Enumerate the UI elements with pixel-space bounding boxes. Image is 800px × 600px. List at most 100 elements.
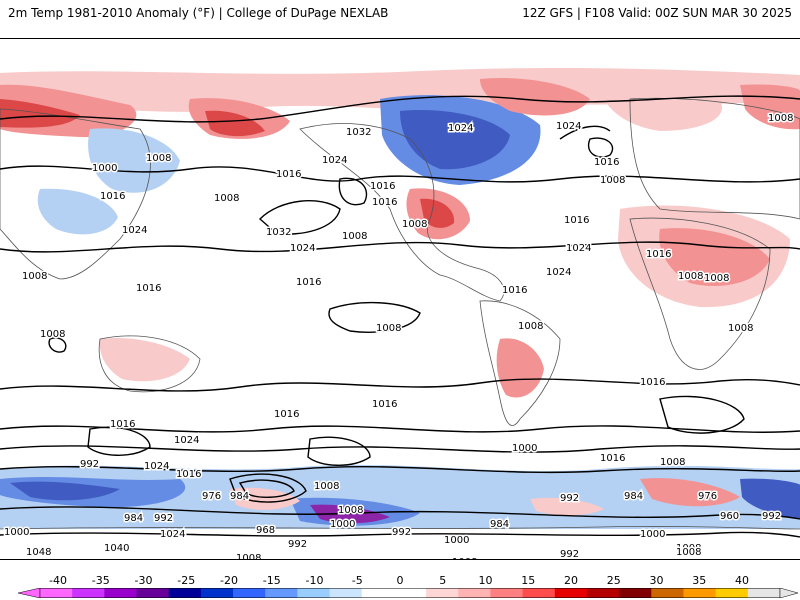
isobar-label: 1016 <box>646 249 671 260</box>
isobar-label: 1008 <box>728 323 753 334</box>
colorbar-tick-label: -35 <box>91 574 110 587</box>
colorbar-segment <box>72 588 105 598</box>
header: 2m Temp 1981-2010 Anomaly (°F) | College… <box>0 0 800 38</box>
map-title: 2m Temp 1981-2010 Anomaly (°F) | College… <box>8 6 389 20</box>
isobar-label: 984 <box>624 491 643 502</box>
isobar-label: 976 <box>698 491 717 502</box>
isobar-label: 992 <box>560 549 579 560</box>
colorbar-tick-label: 35 <box>692 574 707 587</box>
isobar-label: 1000 <box>330 519 355 530</box>
isobar-label: 1000 <box>444 535 469 546</box>
colorbar-gradient <box>17 588 799 598</box>
isobar-label: 1008 <box>452 557 477 560</box>
isobar-label: 1016 <box>640 377 665 388</box>
isobar-label: 1008 <box>342 231 367 242</box>
isobar-label: 1000 <box>640 529 665 540</box>
isobar-label: 1008 <box>22 271 47 282</box>
isobar-contours <box>0 95 800 538</box>
isobar-label: 1016 <box>372 197 397 208</box>
isobar-label: 1024 <box>556 121 581 132</box>
isobar-label: 1024 <box>566 243 591 254</box>
isobar-label: 1024 <box>448 123 473 134</box>
colorbar-segment <box>619 588 652 598</box>
isobar-label: 1024 <box>546 267 571 278</box>
isobar-label: 1008 <box>402 219 427 230</box>
isobar-label: 1016 <box>502 285 527 296</box>
colorbar-segment <box>458 588 491 598</box>
isobar-label: 1008 <box>214 193 239 204</box>
colorbar-max-arrow <box>779 588 799 598</box>
colorbar-tick-label: -15 <box>262 574 281 587</box>
isobar-label: 1008 <box>314 481 339 492</box>
isobar-label: 992 <box>560 493 579 504</box>
colorbar: -40 -35 -30 -25 -20 -15 -10 -5 0 5 10 15 20 25 30 35 40 <box>0 566 800 600</box>
isobar-label: 1000 <box>4 527 29 538</box>
colorbar-segment <box>168 588 202 598</box>
colorbar-tick-label: -30 <box>134 574 153 587</box>
colorbar-segment <box>233 588 266 598</box>
colorbar-segment <box>490 588 524 598</box>
isobar-label: 992 <box>154 513 173 524</box>
isobar-label: 1016 <box>372 399 397 410</box>
isobar-label: 1040 <box>104 543 129 554</box>
isobar-label: 992 <box>762 511 781 522</box>
isobar-label: 984 <box>124 513 143 524</box>
colorbar-tick-label: -10 <box>305 574 324 587</box>
colorbar-tick-label: -25 <box>177 574 196 587</box>
colorbar-tick-label: 20 <box>564 574 578 587</box>
colorbar-tick-label: 0 <box>396 574 404 587</box>
isobar-label: 1024 <box>290 243 315 254</box>
isobar-label: 960 <box>720 511 739 522</box>
isobar-label: 1008 <box>338 505 363 516</box>
colorbar-tick-label: -20 <box>220 574 238 587</box>
colorbar-segment <box>40 588 73 598</box>
isobar-label: 984 <box>490 519 509 530</box>
colorbar-min-arrow <box>17 588 41 598</box>
isobar-label: 1016 <box>176 469 201 480</box>
colorbar-tick-label: 15 <box>521 574 536 587</box>
colorbar-tick-label: 10 <box>478 574 493 587</box>
map-panel: 1032 1024 1024 1008 1000 1008 1016 1016 … <box>0 38 800 560</box>
isobar-label: 1008 <box>768 113 793 124</box>
colorbar-ticks: -40 -35 -30 -25 -20 -15 -10 -5 0 5 10 15 20 25 30 35 40 <box>0 574 800 588</box>
colorbar-tick-label: 40 <box>735 574 749 587</box>
colorbar-segment <box>104 588 138 598</box>
isobar-label: 1008 <box>376 323 401 334</box>
isobar-label: 992 <box>288 539 307 550</box>
colorbar-segment <box>297 588 331 598</box>
isobar-label: 1024 <box>160 529 185 540</box>
isobar-label: 1016 <box>100 191 125 202</box>
isobar-label: 1016 <box>564 215 589 226</box>
isobar-label: 1016 <box>296 277 321 288</box>
isobar-label: 1024 <box>322 155 347 166</box>
colorbar-segment <box>683 588 717 598</box>
colorbar-segment <box>747 588 781 598</box>
colorbar-segment <box>651 588 684 598</box>
anomaly-fields <box>0 68 800 529</box>
isobar-label: 1016 <box>136 283 161 294</box>
isobar-label: 1000 <box>512 443 537 454</box>
isobar-label: 1000 <box>92 163 117 174</box>
isobar-label: 1008 <box>676 547 701 558</box>
colorbar-segment <box>586 588 620 598</box>
isobar-label: 992 <box>392 527 411 538</box>
colorbar-segment <box>265 588 298 598</box>
isobar-label: 1048 <box>26 547 51 558</box>
colorbar-segment <box>554 588 588 598</box>
colorbar-segment <box>329 588 363 598</box>
colorbar-segment <box>715 588 749 598</box>
isobar-label: 976 <box>202 491 221 502</box>
isobar-label: 1008 <box>704 273 729 284</box>
colorbar-tick-label: -5 <box>351 574 363 587</box>
isobar-label: 1008 <box>678 271 703 282</box>
isobar-label: 1008 <box>236 553 261 560</box>
isobar-label: 1024 <box>122 225 147 236</box>
isobar-label: 1016 <box>370 181 395 192</box>
isobar-label: 1008 <box>40 329 65 340</box>
colorbar-segment <box>426 588 459 598</box>
isobar-label: 1016 <box>276 169 301 180</box>
colorbar-segment <box>136 588 170 598</box>
colorbar-segment <box>361 588 395 598</box>
colorbar-tick-label: -40 <box>49 574 67 587</box>
colorbar-tick-label: 30 <box>649 574 664 587</box>
